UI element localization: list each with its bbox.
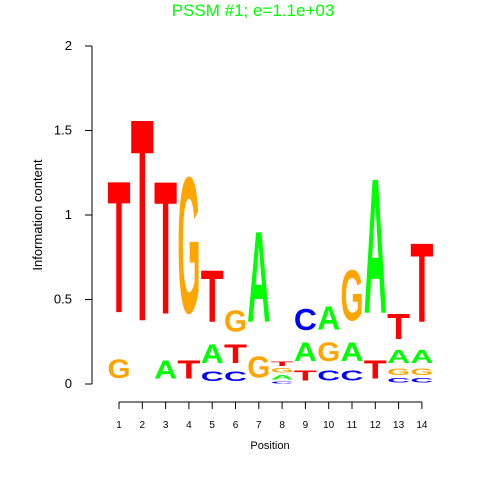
logo-letter: T xyxy=(131,58,154,382)
logo-letter: G xyxy=(271,367,294,374)
x-tick-label: 2 xyxy=(140,420,146,431)
x-tick-label: 3 xyxy=(163,420,169,431)
logo-letter: G xyxy=(108,354,131,385)
logo-letter: A xyxy=(317,300,340,337)
x-tick-label: 4 xyxy=(186,420,192,431)
x-tick-label: 8 xyxy=(279,420,285,431)
logo-letter: T xyxy=(364,355,387,384)
logo-letter: T xyxy=(154,143,177,355)
y-tick-label: 0 xyxy=(65,376,72,391)
logo-letter: T xyxy=(201,257,224,339)
x-tick-label: 11 xyxy=(347,420,358,431)
y-tick-label: 1 xyxy=(65,207,72,222)
y-tick-label: 0.5 xyxy=(54,292,72,307)
logo-letter: T xyxy=(224,338,247,369)
x-tick-label: 6 xyxy=(233,420,239,431)
logo-letter: A xyxy=(387,348,410,368)
logo-letter: T xyxy=(410,220,433,346)
logo-letter: A xyxy=(154,356,177,384)
y-axis-label: Information content xyxy=(30,159,45,271)
logo-letter: G xyxy=(224,305,247,338)
x-tick-label: 7 xyxy=(256,420,262,431)
chart-title: PSSM #1; e=1.1e+03 xyxy=(172,1,335,20)
logo-letter: A xyxy=(201,339,224,369)
logo-letter: C xyxy=(294,303,317,337)
logo-letter: G xyxy=(387,367,410,377)
logo-letter: G xyxy=(177,136,200,354)
x-axis-label: Position xyxy=(250,440,289,452)
logo-letter: C xyxy=(271,381,294,384)
logo-letter: A xyxy=(247,205,270,351)
logo-letter: A xyxy=(271,374,294,381)
logo-letter: A xyxy=(341,337,364,367)
logo-letter: G xyxy=(247,351,270,384)
logo-letter: G xyxy=(410,367,433,377)
x-tick-label: 12 xyxy=(370,420,382,431)
logo-letter: C xyxy=(341,367,364,384)
x-tick-label: 1 xyxy=(116,420,122,431)
logo-letter: G xyxy=(317,337,340,368)
logo-letter: A xyxy=(294,337,317,367)
logo-letter: T xyxy=(387,306,410,346)
logo-letter: C xyxy=(387,377,410,384)
x-tick-label: 14 xyxy=(416,420,428,431)
logo-letter: A xyxy=(364,140,387,355)
x-tick-label: 5 xyxy=(209,420,215,431)
y-tick-label: 2 xyxy=(65,38,72,53)
logo-letter: G xyxy=(341,255,364,336)
logo-letter: C xyxy=(317,367,340,384)
logo-letter: T xyxy=(108,142,131,353)
logo-letter: T xyxy=(294,368,318,385)
logo-letter: C xyxy=(201,369,224,384)
logo-letter: A xyxy=(410,348,433,368)
x-tick-label: 10 xyxy=(323,420,335,431)
logo-letter: T xyxy=(177,355,200,384)
logo-letter: C xyxy=(410,377,433,384)
y-tick-label: 1.5 xyxy=(54,123,72,138)
x-tick-label: 13 xyxy=(393,420,405,431)
logo-letter: C xyxy=(224,369,247,384)
x-tick-label: 9 xyxy=(303,420,309,431)
logo-letter: T xyxy=(271,360,295,367)
